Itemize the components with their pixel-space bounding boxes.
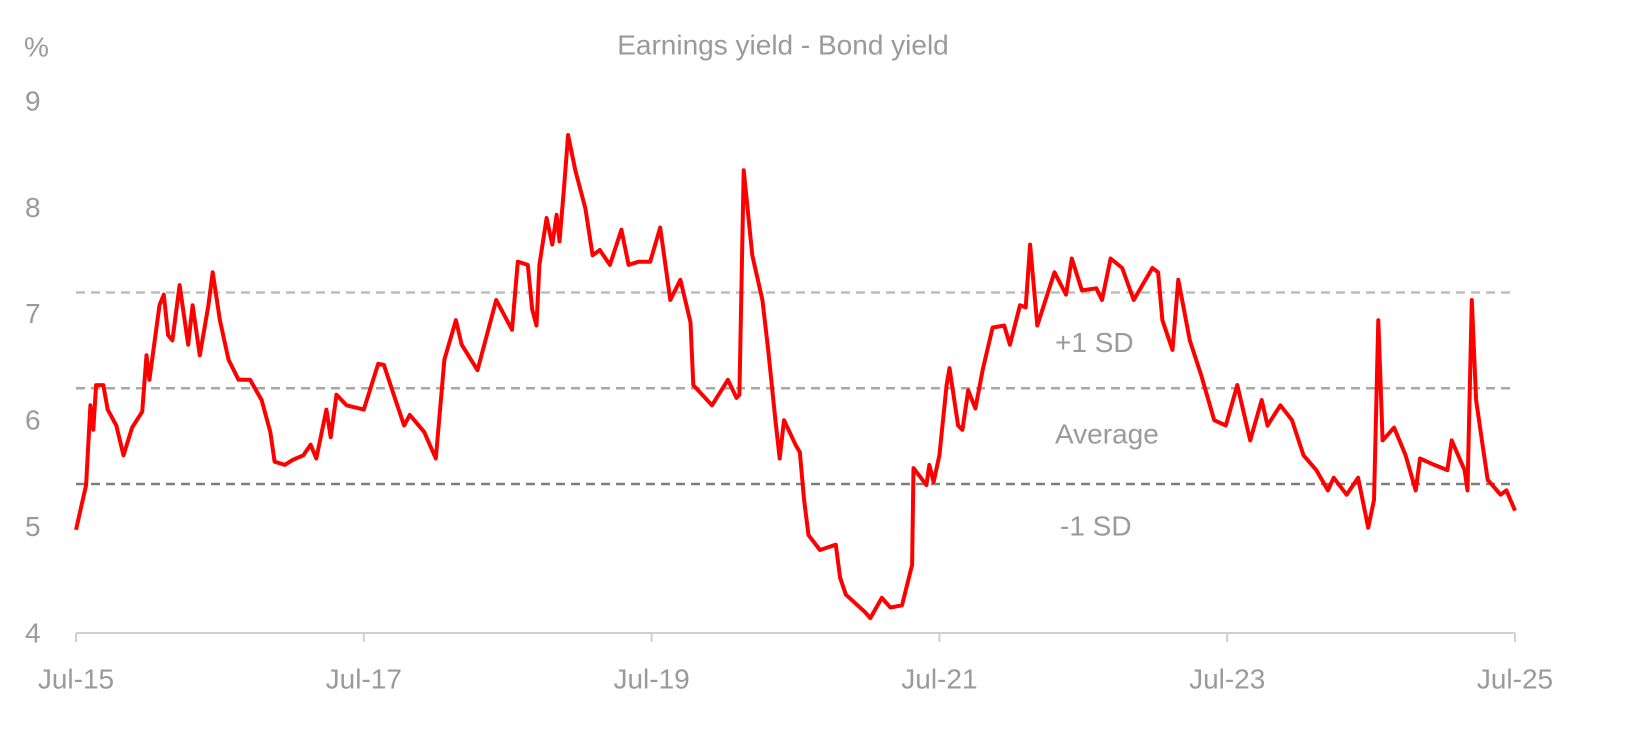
y-tick-label: 8: [25, 192, 41, 223]
y-tick-label: 5: [25, 511, 41, 542]
x-tick-label: Jul-23: [1189, 663, 1265, 694]
x-tick-label: Jul-19: [613, 663, 689, 694]
x-tick-label: Jul-21: [901, 663, 977, 694]
x-tick-label: Jul-17: [326, 663, 402, 694]
y-unit: %: [24, 31, 49, 62]
data-line: [74, 133, 1517, 621]
chart-title: Earnings yield - Bond yield: [617, 29, 949, 60]
reference-label: -1 SD: [1060, 510, 1132, 541]
y-tick-label: 4: [25, 617, 41, 648]
y-tick-label: 7: [25, 298, 41, 329]
x-tick-label: Jul-25: [1477, 663, 1553, 694]
reference-label: Average: [1055, 419, 1159, 450]
reference-label: +1 SD: [1055, 327, 1134, 358]
y-tick-label: 9: [25, 85, 41, 116]
x-tick-label: Jul-15: [38, 663, 114, 694]
y-tick-label: 6: [25, 405, 41, 436]
